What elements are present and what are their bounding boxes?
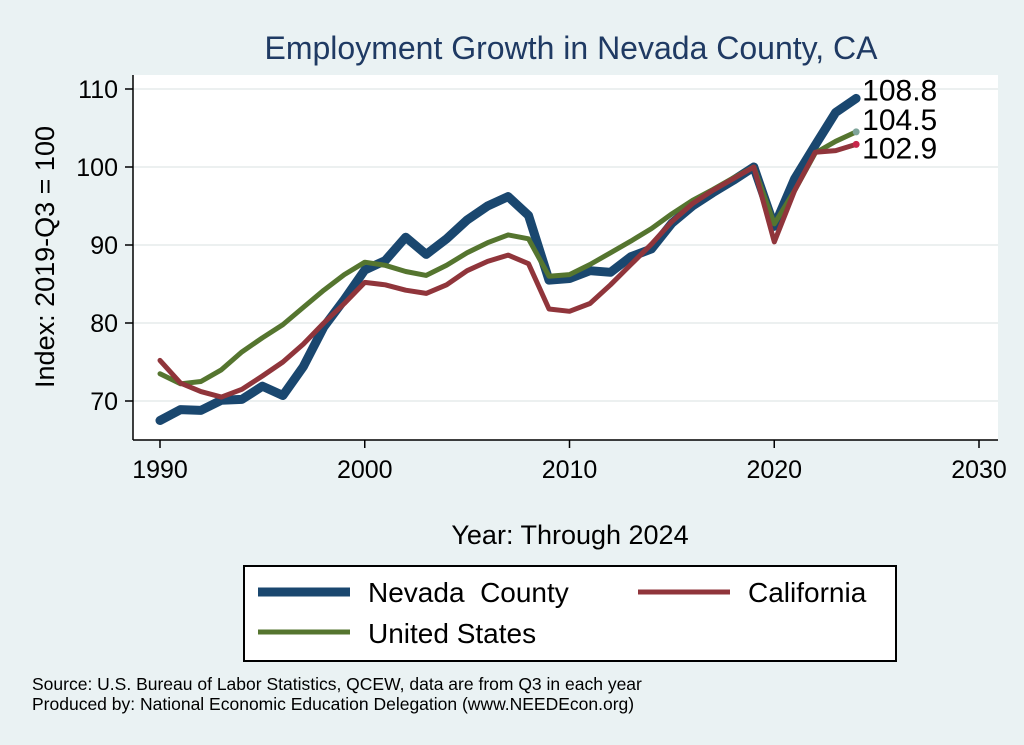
gridlines: [133, 88, 998, 402]
legend-label-united-states: United States: [368, 618, 536, 649]
x-tick-label-2000: 2000: [337, 456, 393, 484]
producer-note: Produced by: National Economic Education…: [32, 694, 634, 714]
end-label-nevada-county: 108.8: [862, 74, 937, 107]
end-label-united-states: 104.5: [862, 104, 937, 137]
x-tick-label-1990: 1990: [132, 456, 188, 484]
end-marker-united-states: [852, 128, 860, 136]
x-tick-label-2010: 2010: [542, 456, 598, 484]
x-axis-title: Year: Through 2024: [451, 520, 688, 550]
y-tick-label-70: 70: [90, 388, 118, 416]
chart-title: Employment Growth in Nevada County, CA: [265, 30, 879, 66]
legend-label-nevada-county: Nevada County: [368, 577, 569, 608]
x-tick-label-2030: 2030: [951, 456, 1007, 484]
legend-box: [243, 565, 897, 662]
y-axis-title: Index: 2019-Q3 = 100: [30, 126, 60, 388]
series-line-california: [157, 141, 859, 400]
y-tick-label-80: 80: [90, 310, 118, 338]
source-note: Source: U.S. Bureau of Labor Statistics,…: [32, 674, 642, 694]
y-tick-label-110: 110: [78, 76, 118, 104]
y-tick-label-90: 90: [90, 232, 118, 260]
y-tick-labels: 70 80 90 100 110: [76, 76, 118, 416]
series-lines: [155, 93, 861, 425]
end-marker-nevada-county: [852, 94, 861, 103]
end-marker-california: [852, 140, 860, 148]
end-markers: [852, 94, 861, 148]
legend: Nevada County California United States: [243, 565, 897, 662]
x-tick-label-2020: 2020: [746, 456, 802, 484]
axes: [125, 75, 998, 448]
legend-label-california: California: [748, 577, 867, 608]
plot-area: [133, 75, 998, 440]
y-tick-label-100: 100: [76, 154, 118, 182]
end-label-california: 102.9: [862, 132, 937, 165]
x-tick-labels: 1990 2000 2010 2020 2030: [132, 456, 1007, 484]
